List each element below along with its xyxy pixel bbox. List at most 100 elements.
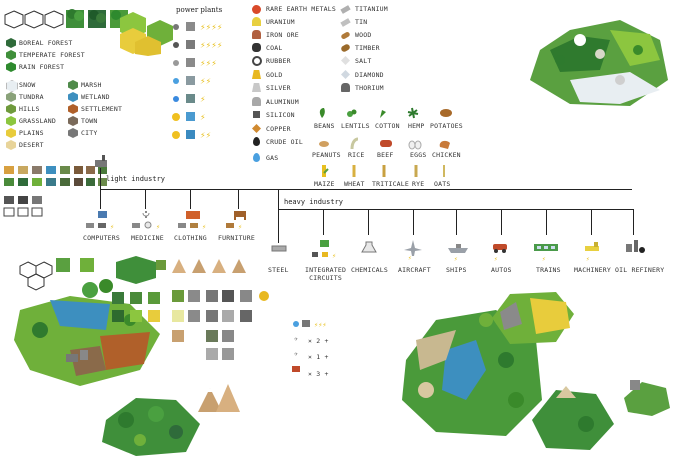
label-tin: TIN — [355, 18, 368, 26]
branch-trains — [546, 209, 547, 235]
terrain-map-right — [492, 292, 574, 344]
label-peanuts: PEANUTS — [312, 151, 341, 159]
factory-icon-root — [95, 155, 107, 167]
label-hemp: HEMP — [408, 122, 425, 130]
recipe-line-1: × 2 + — [308, 337, 329, 345]
label-marsh: MARSH — [81, 81, 102, 89]
power-plants-grid: ⚡⚡⚡⚡ ⚡⚡⚡⚡ ⚡⚡⚡ ⚡⚡ ⚡ ⚡ ⚡⚡ — [172, 22, 222, 140]
label-clothing: CLOTHING — [174, 234, 207, 242]
label-boreal-forest: BOREAL FOREST — [19, 39, 73, 47]
crop-icons-row3 — [322, 165, 445, 177]
aluminum-icon — [252, 97, 261, 106]
ships-icon: ⚡ — [448, 244, 468, 262]
svg-text:⚡: ⚡ — [408, 255, 412, 260]
label-tundra: TUNDRA — [19, 93, 44, 101]
svg-text:⚡: ⚡ — [542, 256, 546, 262]
machinery-icon: ⚡ — [585, 242, 599, 262]
svg-text:⚡: ⚡ — [202, 223, 206, 231]
label-titanium: TITANIUM — [355, 5, 388, 13]
crop-icons-row1 — [319, 107, 452, 119]
silicon-icon — [253, 111, 260, 118]
label-rubber: RUBBER — [266, 57, 291, 65]
branch-autos — [501, 209, 502, 235]
label-maize: MAIZE — [314, 180, 335, 188]
swatch-marsh — [68, 80, 78, 90]
label-chemicals: CHEMICALS — [351, 266, 389, 274]
tree-root-stem — [100, 168, 101, 190]
label-crude-oil: CRUDE OIL — [266, 138, 304, 146]
terrain-island-far-right — [624, 380, 670, 416]
rare-earth-icon — [252, 5, 261, 14]
label-autos: AUTOS — [491, 266, 512, 274]
label-snow: SNOW — [19, 81, 36, 89]
svg-text:⚡⚡: ⚡⚡ — [200, 131, 211, 140]
timber-icon — [340, 43, 351, 53]
coal-icon — [252, 43, 261, 52]
swatch-settlement — [68, 104, 78, 114]
tree-branch-medicine — [145, 189, 146, 209]
iron-ore-icon — [252, 30, 261, 39]
label-oil-refinery: OIL REFINERY — [615, 266, 665, 274]
label-lentils: LENTILS — [341, 122, 370, 130]
branch-aircraft — [413, 209, 414, 235]
label-eggs: EGGS — [410, 151, 427, 159]
uranium-icon — [252, 17, 261, 26]
label-gold: GOLD — [266, 71, 283, 79]
svg-text:⚡⚡: ⚡⚡ — [200, 77, 211, 86]
branch-ic — [323, 209, 324, 235]
wood-icon — [340, 31, 351, 40]
swatch-temperate-forest — [6, 50, 16, 60]
svg-text:⚡⚡⚡: ⚡⚡⚡ — [200, 59, 217, 68]
label-thorium: THORIUM — [355, 84, 384, 92]
terrain-map-center — [402, 310, 542, 436]
label-machinery: MACHINERY — [574, 266, 612, 274]
recipe-line-3: × 3 + — [308, 370, 329, 378]
svg-text:⚡: ⚡ — [586, 256, 590, 262]
trains-icon: ⚡ — [534, 244, 558, 262]
svg-text:✈: ✈ — [294, 335, 298, 343]
terrain-island-bottom-right — [532, 386, 614, 450]
branch-steel — [278, 209, 279, 243]
label-triticale: TRITICALE — [372, 180, 410, 188]
label-iron-ore: IRON ORE — [266, 31, 299, 39]
label-town: TOWN — [81, 117, 98, 125]
swatch-boreal-forest — [6, 38, 16, 48]
label-copper: COPPER — [266, 125, 291, 133]
label-city: CITY — [81, 129, 98, 137]
label-silver: SILVER — [266, 84, 291, 92]
rubber-icon — [252, 56, 262, 66]
tile-row-desert — [172, 259, 246, 273]
svg-text:⚡: ⚡ — [454, 256, 458, 262]
tree-branch-heavy — [278, 189, 279, 209]
tile-row-middle — [56, 256, 166, 322]
label-ships: SHIPS — [446, 266, 467, 274]
label-wood: WOOD — [355, 31, 372, 39]
label-medicine: MEDICINE — [131, 234, 164, 242]
swatch-tundra — [6, 92, 16, 102]
branch-oil-refinery — [633, 209, 634, 235]
label-computers: COMPUTERS — [83, 234, 121, 242]
swatch-desert — [6, 140, 16, 150]
svg-text:⚡: ⚡ — [200, 95, 206, 104]
salt-icon — [341, 56, 350, 65]
svg-text:⚡: ⚡ — [238, 223, 242, 231]
svg-text:⚡⚡⚡: ⚡⚡⚡ — [314, 321, 327, 329]
recipe-line-2: × 1 + — [308, 353, 329, 361]
branch-chemicals — [368, 209, 369, 235]
heavy-industry-title: heavy industry — [284, 198, 344, 206]
svg-text:✈: ✈ — [294, 350, 298, 358]
oil-refinery-icon — [626, 240, 645, 253]
branch-machinery — [591, 209, 592, 235]
tree-branch-computers — [100, 189, 101, 209]
clothing-icon: ⚡ — [178, 211, 206, 231]
swatch-hills — [6, 104, 16, 114]
label-grassland: GRASSLAND — [19, 117, 57, 125]
label-wetland: WETLAND — [81, 93, 110, 101]
label-rice: RICE — [348, 151, 365, 159]
label-beef: BEEF — [377, 151, 394, 159]
label-oats: OATS — [434, 180, 451, 188]
label-rye: RYE — [412, 180, 425, 188]
swatch-town — [68, 116, 78, 126]
tin-icon — [340, 18, 351, 27]
label-steel: STEEL — [268, 266, 289, 274]
